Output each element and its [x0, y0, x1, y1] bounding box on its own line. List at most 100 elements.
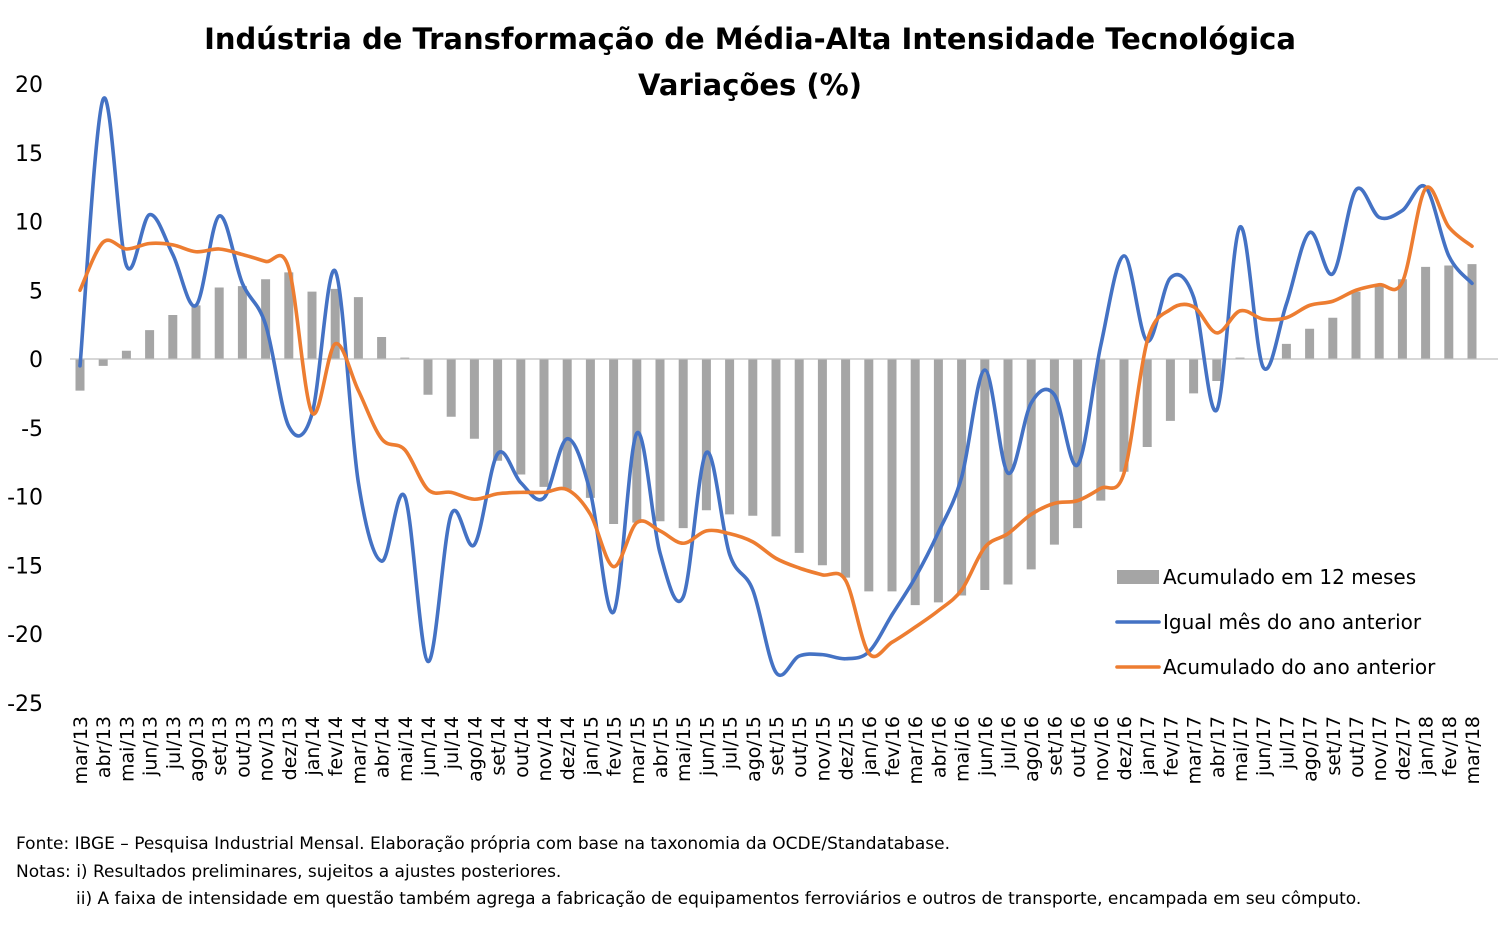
y-tick-label: 10: [15, 211, 43, 236]
bar-jan/17: [1142, 359, 1152, 447]
bar-fev/17: [1165, 359, 1175, 421]
x-tick-label: ago/15: [743, 716, 765, 782]
bar-dez/16: [1119, 359, 1129, 472]
bar-set/17: [1328, 317, 1338, 359]
bar-ago/15: [748, 359, 758, 516]
x-tick-label: jul/13: [163, 716, 185, 770]
x-tick-label: abr/16: [928, 716, 950, 778]
x-tick-label: set/15: [766, 716, 788, 776]
bar-dez/14: [562, 359, 572, 490]
line-igual-mes: [78, 96, 1474, 677]
x-tick-label: dez/17: [1392, 716, 1414, 780]
x-tick-label: mai/13: [116, 716, 138, 782]
chart-title: Indústria de Transformação de Média-Alta…: [204, 22, 1296, 56]
x-tick-label: abr/15: [650, 716, 672, 778]
y-tick-label: 20: [15, 73, 43, 98]
x-tick-label: fev/17: [1160, 716, 1182, 776]
legend-swatch-1: [1117, 570, 1159, 584]
x-tick-label: mai/14: [395, 716, 417, 782]
x-tick-label: mar/13: [70, 716, 92, 785]
x-tick-label: ago/13: [186, 716, 208, 782]
bar-dez/17: [1397, 279, 1407, 359]
bar-nov/15: [817, 359, 827, 566]
x-tick-label: jul/14: [441, 716, 463, 770]
bar-jul/14: [446, 359, 456, 417]
x-tick-label: ago/17: [1300, 716, 1322, 782]
x-tick-label: mar/18: [1462, 716, 1484, 785]
bar-set/13: [214, 287, 224, 359]
x-tick-label: jun/15: [696, 716, 718, 777]
y-tick-label: 0: [29, 348, 43, 373]
x-tick-label: mar/17: [1184, 716, 1206, 785]
bar-mar/13: [75, 359, 85, 391]
bar-jan/14: [307, 291, 317, 359]
source-note: Fonte: IBGE – Pesquisa Industrial Mensal…: [16, 834, 950, 854]
bar-fev/18: [1444, 265, 1454, 359]
x-tick-label: mar/15: [627, 716, 649, 785]
bar-abr/14: [377, 337, 387, 359]
bar-ago/13: [191, 305, 201, 359]
x-tick-label: jan/17: [1137, 716, 1159, 777]
bar-mar/15: [632, 359, 642, 523]
bar-ago/17: [1305, 328, 1315, 359]
x-tick-label: abr/13: [93, 716, 115, 778]
bar-jan/18: [1421, 266, 1431, 359]
x-tick-label: dez/13: [279, 716, 301, 780]
bar-dez/15: [841, 359, 851, 578]
x-tick-label: nov/15: [812, 716, 834, 782]
bar-fev/16: [887, 359, 897, 592]
x-tick-label: ago/14: [464, 716, 486, 782]
x-tick-label: out/16: [1068, 716, 1090, 778]
x-tick-label: nov/16: [1091, 716, 1113, 782]
bar-set/14: [493, 359, 503, 461]
bar-mar/18: [1467, 264, 1477, 359]
x-tick-label: jul/15: [720, 716, 742, 770]
x-tick-label: jun/16: [975, 716, 997, 777]
y-tick-label: -25: [7, 692, 43, 717]
bar-dez/13: [284, 272, 294, 359]
x-tick-label: ago/16: [1021, 716, 1043, 782]
x-tick-label: out/15: [789, 716, 811, 778]
y-tick-label: -10: [7, 486, 43, 511]
y-tick-label: 5: [29, 279, 43, 304]
bar-nov/13: [261, 279, 271, 359]
x-tick-label: fev/15: [604, 716, 626, 776]
bar-nov/16: [1096, 359, 1106, 501]
x-tick-label: mai/17: [1230, 716, 1252, 782]
x-tick-labels: mar/13 abr/13 mai/13 jun/13 jul/13 ago/13 set/…: [70, 716, 1484, 785]
x-tick-label: mar/16: [905, 716, 927, 785]
x-tick-label: jul/16: [998, 716, 1020, 770]
bar-ago/14: [469, 359, 479, 439]
x-tick-label: dez/14: [557, 716, 579, 780]
bar-series-group: [75, 264, 1477, 606]
bar-mai/14: [400, 357, 410, 359]
x-tick-label: out/14: [511, 716, 533, 778]
x-tick-label: mar/14: [348, 716, 370, 785]
bar-out/13: [237, 286, 247, 359]
notes-line-2: ii) A faixa de intensidade em questão ta…: [76, 889, 1362, 909]
x-tick-label: abr/14: [372, 716, 394, 778]
x-tick-label: dez/16: [1114, 716, 1136, 780]
x-tick-label: out/13: [232, 716, 254, 778]
bar-set/16: [1049, 359, 1059, 545]
x-tick-label: abr/17: [1207, 716, 1229, 778]
line-series-group: [78, 96, 1474, 677]
legend-label-2: Igual mês do ano anterior: [1163, 610, 1422, 634]
bar-mar/17: [1189, 359, 1199, 394]
x-tick-label: set/14: [488, 716, 510, 776]
x-tick-label: set/13: [209, 716, 231, 776]
x-tick-label: nov/13: [256, 716, 278, 782]
bar-jan/15: [585, 359, 595, 498]
x-tick-label: jun/13: [140, 716, 162, 777]
legend-label-3: Acumulado do ano anterior: [1163, 655, 1436, 679]
bar-ago/16: [1026, 359, 1036, 570]
bar-jun/13: [145, 330, 155, 359]
bar-fev/14: [330, 288, 340, 359]
notes-line-1: Notas: i) Resultados preliminares, sujei…: [16, 862, 562, 882]
x-tick-label: jan/16: [859, 716, 881, 777]
bar-nov/17: [1374, 284, 1384, 359]
x-tick-label: fev/14: [325, 716, 347, 776]
x-tick-label: jan/15: [580, 716, 602, 777]
x-tick-label: mai/15: [673, 716, 695, 782]
